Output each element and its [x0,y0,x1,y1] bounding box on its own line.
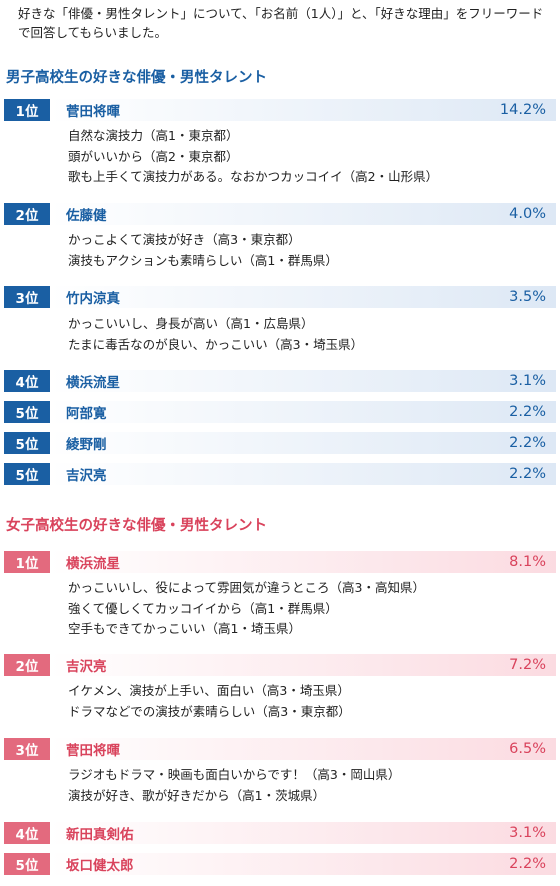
reason-item: 強くて優しくてカッコイイから（高1・群馬県） [68,600,338,616]
girls-rank-row-4: 4位 新田真剣佑 3.1% [4,822,556,844]
reason-item: イケメン、演技が上手い、面白い（高3・埼玉県） [68,683,350,698]
rank-badge: 1位 [4,99,50,121]
boys-reasons-2: かっこよくて演技が好き（高3・東京都） 演技もアクションも素晴らしい（高1・群馬… [68,230,338,271]
percentage: 4.0% [509,206,546,222]
boys-rank-row-4: 4位 横浜流星 3.1% [4,370,556,392]
reason-item: 演技もアクションも素晴らしい（高1・群馬県） [68,252,338,268]
talent-name: 新田真剣佑 [66,827,134,843]
reason-item: 演技が好き、歌が好きだから（高1・茨城県） [68,787,326,803]
rank-badge: 4位 [4,822,50,844]
percentage: 3.1% [509,373,546,389]
percentage: 2.2% [509,466,546,482]
percentage: 14.2% [499,102,546,118]
intro-text: 好きな「俳優・男性タレント」について、「お名前（1人）」と、「好きな理由」をフリ… [18,6,544,40]
reason-item: ラジオもドラマ・映画も面白いからです！（高3・岡山県） [68,767,401,782]
boys-rank-row-5c: 5位 吉沢亮 2.2% [4,463,556,485]
talent-name: 阿部寛 [66,406,107,422]
talent-name: 菅田将暉 [66,104,120,120]
girls-rank-row-2: 2位 吉沢亮 7.2% [4,654,556,676]
girls-reasons-2: イケメン、演技が上手い、面白い（高3・埼玉県） ドラマなどでの演技が素晴らしい（… [68,681,351,722]
talent-name: 横浜流星 [66,556,120,572]
reason-item: かっこいいし、役によって雰囲気が違うところ（高3・高知県） [68,580,425,595]
rank-badge: 5位 [4,401,50,423]
talent-name: 坂口健太郎 [66,858,134,874]
talent-name: 横浜流星 [66,375,120,391]
reason-item: たまに毒舌なのが良い、かっこいい（高3・埼玉県） [68,336,364,352]
boys-section-title: 男子高校生の好きな俳優・男性タレント [6,70,267,86]
rank-badge: 5位 [4,853,50,875]
reason-item: 自然な演技力（高1・東京都） [68,128,239,143]
reason-item: ドラマなどでの演技が素晴らしい（高3・東京都） [68,703,351,719]
percentage: 8.1% [509,554,546,570]
rank-badge: 2位 [4,203,50,225]
girls-section-title: 女子高校生の好きな俳優・男性タレント [6,518,267,534]
percentage: 3.5% [509,289,546,305]
talent-name: 竹内涼真 [66,291,120,307]
percentage: 2.2% [509,856,546,872]
percentage: 2.2% [509,404,546,420]
talent-name: 菅田将暉 [66,743,120,759]
girls-rank-row-5: 5位 坂口健太郎 2.2% [4,853,556,875]
boys-rank-row-5a: 5位 阿部寛 2.2% [4,401,556,423]
boys-rank-row-3: 3位 竹内涼真 3.5% [4,286,556,308]
talent-name: 吉沢亮 [66,659,107,675]
percentage: 2.2% [509,435,546,451]
reason-item: かっこよくて演技が好き（高3・東京都） [68,232,301,247]
percentage: 7.2% [509,657,546,673]
percentage: 3.1% [509,825,546,841]
rank-badge: 5位 [4,432,50,454]
boys-reasons-3: かっこいいし、身長が高い（高1・広島県） たまに毒舌なのが良い、かっこいい（高3… [68,314,363,355]
rank-badge: 3位 [4,738,50,760]
girls-rank-row-1: 1位 横浜流星 8.1% [4,551,556,573]
boys-rank-row-1: 1位 菅田将暉 14.2% [4,99,556,121]
boys-rank-row-5b: 5位 綾野剛 2.2% [4,432,556,454]
girls-reasons-1: かっこいいし、役によって雰囲気が違うところ（高3・高知県） 強くて優しくてカッコ… [68,578,425,640]
percentage: 6.5% [509,741,546,757]
reason-item: 歌も上手くて演技力がある。なおかつカッコイイ（高2・山形県） [68,169,439,184]
boys-reasons-1: 自然な演技力（高1・東京都） 頭がいいから（高2・東京都） 歌も上手くて演技力が… [68,126,438,188]
rank-badge: 2位 [4,654,50,676]
rank-badge: 1位 [4,551,50,573]
rank-badge: 3位 [4,286,50,308]
talent-name: 綾野剛 [66,437,107,453]
reason-item: 空手もできてかっこいい（高1・埼玉県） [68,621,301,636]
boys-rank-row-2: 2位 佐藤健 4.0% [4,203,556,225]
talent-name: 佐藤健 [66,208,107,224]
girls-reasons-3: ラジオもドラマ・映画も面白いからです！（高3・岡山県） 演技が好き、歌が好きだか… [68,765,400,806]
talent-name: 吉沢亮 [66,468,107,484]
rank-badge: 5位 [4,463,50,485]
rank-badge: 4位 [4,370,50,392]
reason-item: かっこいいし、身長が高い（高1・広島県） [68,316,314,331]
girls-rank-row-3: 3位 菅田将暉 6.5% [4,738,556,760]
reason-item: 頭がいいから（高2・東京都） [68,148,239,164]
